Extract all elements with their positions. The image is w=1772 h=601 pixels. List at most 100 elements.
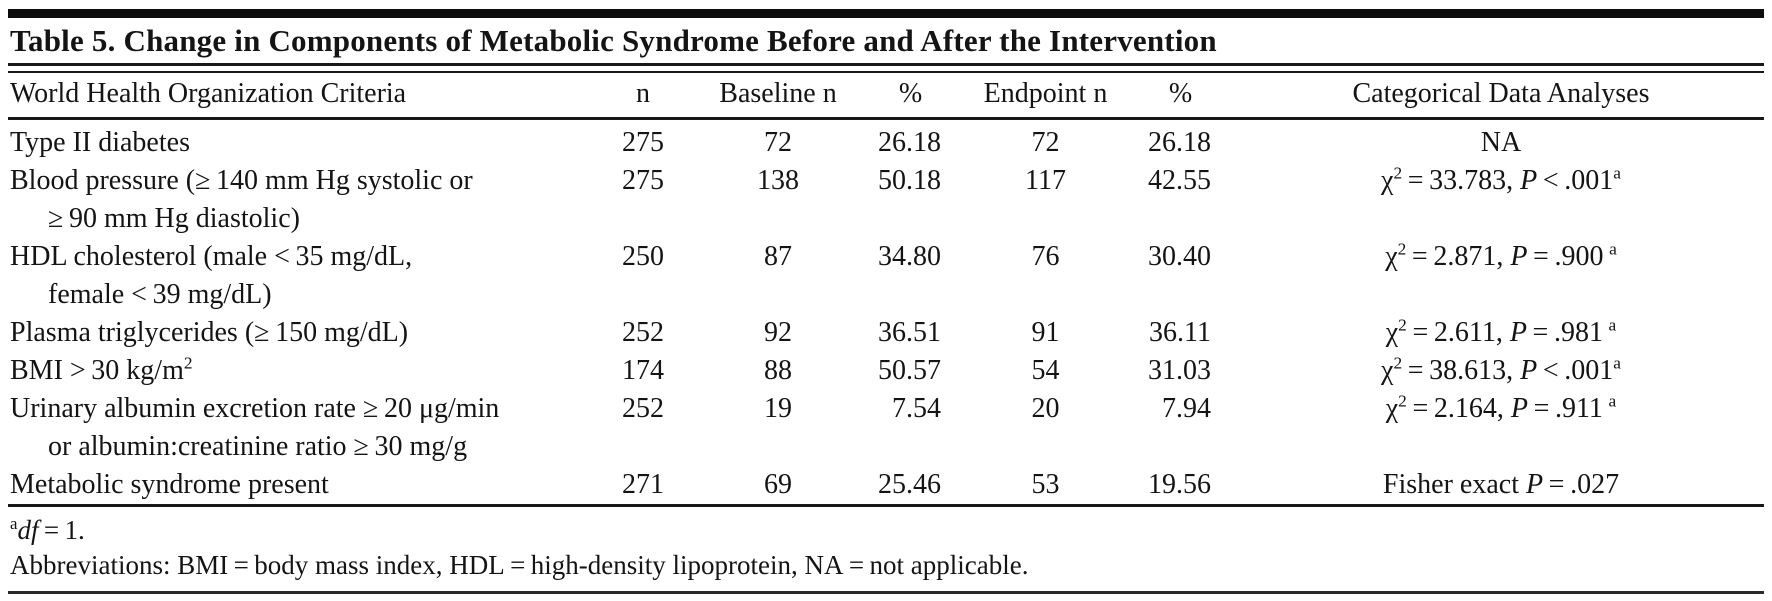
text-segment-sup: a [1613,163,1621,183]
table-body: Type II diabetes 275 72 26.18 72 26.18 NA Blood… [8,119,1764,506]
metabolic-syndrome-table: World Health Organization Criteria n Bas… [8,73,1764,507]
text-segment: = .027 [1543,469,1620,500]
endpoint-pct-cell: 30.40 [1148,241,1211,272]
n-cell: 271 [622,469,664,500]
endpoint-n-cell: 91 [1031,317,1060,348]
text-segment: Fisher exact [1382,469,1526,500]
text-segment: Type II diabetes [10,127,190,158]
endpoint-n-cell: 72 [1031,127,1060,158]
text-segment-sup: 2 [1393,353,1403,373]
text-segment-sup: 2 [183,353,193,373]
text-segment-sup: 2 [1398,315,1407,335]
text-segment-i: P [1510,393,1528,424]
text-segment: = 33.783, [1402,165,1521,196]
criteria-cell: Blood pressure (≥ 140 mm Hg systolic or ≥… [8,162,583,238]
endpoint-n-cell: 53 [1031,469,1060,500]
baseline-pct-cell: 26.18 [878,127,941,158]
criteria-cell: Type II diabetes [8,119,583,163]
baseline-pct-cell: 25.46 [878,469,941,500]
footnote-line: Abbreviations: BMI = body mass index, HD… [10,548,1764,583]
analysis-cell: χ2 = 38.613, P < .001a [1238,352,1764,390]
n-cell: 252 [622,393,664,424]
endpoint-n-cell: 20 [1031,393,1060,424]
text-segment-i: P [1509,317,1527,348]
baseline-pct-cell: 36.51 [878,317,941,348]
text-segment: ≥ 90 mm Hg diastolic) [48,203,300,234]
table-row: Metabolic syndrome present 271 69 25.46 53 19… [8,466,1764,506]
header-analysis: Categorical Data Analyses [1238,73,1764,120]
n-cell: 250 [622,241,664,272]
text-segment: Abbreviations: BMI = body mass index, HD… [10,550,1029,580]
criteria-line: Urinary albumin excretion rate ≥ 20 μg/m… [10,390,583,428]
text-segment: < .001 [1537,355,1614,386]
table-row: Blood pressure (≥ 140 mm Hg systolic or ≥… [8,162,1764,238]
baseline-n-cell: 92 [764,317,792,348]
criteria-line: HDL cholesterol (male < 35 mg/dL, [10,238,583,276]
endpoint-n-cell: 117 [1025,165,1066,196]
endpoint-n-cell: 54 [1031,355,1060,386]
title-double-rule [8,63,1764,73]
endpoint-pct-cell: 19.56 [1148,469,1211,500]
text-segment: χ [1385,241,1398,272]
criteria-line: ≥ 90 mm Hg diastolic) [10,200,583,238]
text-segment-sup: 2 [1393,163,1403,183]
baseline-n-cell: 138 [757,165,799,196]
text-segment: χ [1381,165,1394,196]
table-row: HDL cholesterol (male < 35 mg/dL, female … [8,238,1764,314]
text-segment-i: P [1510,241,1528,272]
header-baseline-n: Baseline n [703,73,853,120]
criteria-cell: Metabolic syndrome present [8,466,583,506]
endpoint-pct-cell: 42.55 [1148,165,1211,196]
text-segment-sup: a [1609,239,1617,259]
table-row: Urinary albumin excretion rate ≥ 20 μg/m… [8,390,1764,466]
criteria-cell: HDL cholesterol (male < 35 mg/dL, female … [8,238,583,314]
n-cell: 275 [622,165,664,196]
baseline-n-cell: 69 [764,469,792,500]
text-segment: χ [1385,317,1399,348]
n-cell: 174 [622,355,664,386]
analysis-cell: NA [1238,119,1764,163]
criteria-line: female < 39 mg/dL) [10,276,583,314]
text-segment-sup: a [10,514,18,533]
table-header: World Health Organization Criteria n Bas… [8,73,1764,120]
table-row: Plasma triglycerides (≥ 150 mg/dL) 252 92 3… [8,314,1764,352]
n-cell: 275 [622,127,664,158]
text-segment-i: P [1520,165,1538,196]
header-endpoint-n: Endpoint n [968,73,1123,120]
bottom-rule [8,591,1764,594]
text-segment-sup: a [1608,315,1617,335]
text-segment-i: P [1525,469,1544,500]
baseline-pct-cell: 7.54 [892,393,941,424]
text-segment-sup: a [1613,353,1621,373]
table-row: BMI > 30 kg/m2 174 88 50.57 54 31.03 χ2 = 38.6… [8,352,1764,390]
table-title: Table 5. Change in Components of Metabol… [10,23,1217,58]
text-segment-i: df [17,515,39,545]
text-segment: BMI > 30 kg/m [10,355,184,386]
analysis-cell: χ2 = 2.871, P = .900 a [1238,238,1764,314]
n-cell: 252 [622,317,664,348]
header-endpoint-pct: % [1123,73,1238,120]
text-segment: Metabolic syndrome present [10,469,329,500]
criteria-cell: BMI > 30 kg/m2 [8,352,583,390]
text-segment: = .981 [1526,317,1609,348]
analysis-cell: χ2 = 33.783, P < .001a [1238,162,1764,238]
text-segment-i: P [1520,355,1538,386]
table-row: Type II diabetes 275 72 26.18 72 26.18 NA [8,119,1764,163]
text-segment: Plasma triglycerides (≥ 150 mg/dL) [10,317,409,348]
criteria-line: Type II diabetes [10,124,583,162]
text-segment: or albumin:creatinine ratio ≥ 30 mg/g [48,431,468,462]
text-segment: NA [1480,127,1522,158]
criteria-line: or albumin:creatinine ratio ≥ 30 mg/g [10,428,583,466]
text-segment: female < 39 mg/dL) [48,279,272,310]
text-segment: = 1. [38,515,85,545]
header-n: n [583,73,703,120]
footnotes: adf = 1. Abbreviations: BMI = body mass … [8,507,1764,583]
text-segment: = 38.613, [1402,355,1521,386]
baseline-pct-cell: 34.80 [878,241,941,272]
criteria-line: Plasma triglycerides (≥ 150 mg/dL) [10,314,583,352]
baseline-n-cell: 88 [764,355,792,386]
header-baseline-pct: % [853,73,968,120]
baseline-n-cell: 72 [764,127,792,158]
text-segment: χ [1381,355,1394,386]
